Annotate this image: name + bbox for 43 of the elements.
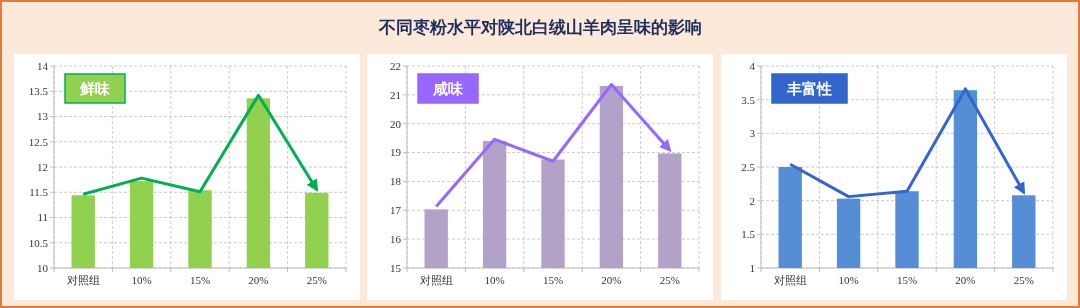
text: 13.5 xyxy=(28,85,48,98)
text: 3.5 xyxy=(741,93,755,106)
y-tick-label: 2 xyxy=(749,194,755,207)
text: 2.5 xyxy=(741,160,755,173)
x-tick-label: 25% xyxy=(306,274,327,286)
x-tick-label: 对照组 xyxy=(66,274,100,286)
x-tick-label: 对照组 xyxy=(773,274,807,286)
x-tick-label: 20% xyxy=(248,274,269,286)
y-tick-label: 22 xyxy=(390,59,401,72)
x-tick-label: 10% xyxy=(838,274,859,286)
x-tick-label: 25% xyxy=(1013,274,1034,286)
y-tick-label: 4 xyxy=(749,59,756,72)
x-tick-label: 20% xyxy=(955,274,976,286)
y-tick-label: 17 xyxy=(390,204,402,217)
text: 不同枣粉水平对陕北白绒山羊肉呈味的影响 xyxy=(377,16,702,37)
text: 丰富性 xyxy=(786,80,832,99)
x-tick-label: 15% xyxy=(542,274,564,286)
text: 12.5 xyxy=(28,135,48,148)
y-tick-label: 1 xyxy=(749,261,755,274)
y-tick-label: 20 xyxy=(390,117,402,130)
text: 1.5 xyxy=(741,228,755,241)
y-tick-label: 15 xyxy=(390,261,402,274)
y-tick-label: 14 xyxy=(37,59,49,72)
y-tick-label: 21 xyxy=(390,88,401,101)
x-tick-label: 25% xyxy=(659,274,680,286)
x-tick-label: 10% xyxy=(484,274,505,286)
y-tick-label: 11 xyxy=(37,211,48,224)
y-tick-label: 13 xyxy=(37,110,49,123)
text: 10.5 xyxy=(28,236,48,249)
y-tick-label: 12 xyxy=(37,160,48,173)
text: 咸味 xyxy=(432,80,464,99)
text: 11.5 xyxy=(29,186,48,199)
y-tick-label: 19 xyxy=(390,146,402,159)
y-tick-label: 10 xyxy=(37,261,49,274)
x-tick-label: 10% xyxy=(131,274,152,286)
x-tick-label: 15% xyxy=(189,274,211,286)
x-tick-label: 对照组 xyxy=(419,274,453,286)
x-tick-label: 20% xyxy=(601,274,622,286)
x-tick-label: 15% xyxy=(896,274,918,286)
y-tick-label: 18 xyxy=(390,175,402,188)
y-tick-label: 3 xyxy=(749,127,756,140)
text: 鲜味 xyxy=(79,80,111,99)
y-tick-label: 16 xyxy=(390,232,402,245)
